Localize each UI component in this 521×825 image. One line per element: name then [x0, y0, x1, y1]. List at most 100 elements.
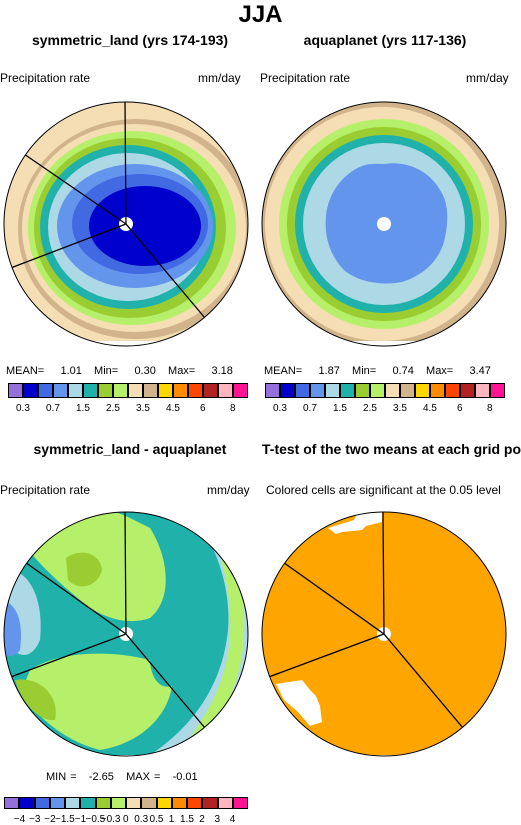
panel-2-colorbar-swatch	[265, 383, 280, 398]
panel-2-colorbar-swatch	[400, 383, 415, 398]
panel-2-colorbar-swatch	[295, 383, 310, 398]
panel-1-colorbar-label: 4.5	[166, 403, 180, 414]
panel-1-colorbar-label: 1.5	[76, 403, 90, 414]
panel-3-colorbar-swatch	[187, 797, 203, 809]
panel-2-colorbar-label: 3.5	[393, 403, 407, 414]
panel-2-colorbar-swatch	[415, 383, 430, 398]
panel-2-colorbar-label: 2.5	[363, 403, 377, 414]
panel-3-colorbar-swatch	[19, 797, 35, 809]
panel-1-colorbar-swatch	[83, 383, 98, 398]
panel-2-colorbar-swatch	[310, 383, 325, 398]
panel-2-colorbar-swatch	[475, 383, 490, 398]
panel-1-colorbar-label: 8	[230, 403, 236, 414]
panel-2-colorbar-label: 8	[487, 403, 493, 414]
panel-3-colorbar-swatch	[110, 797, 126, 809]
panel-4-land-boundary-3	[265, 633, 385, 679]
panel-3-colorbar-swatch	[95, 797, 111, 809]
panel-1-colorbar-swatch	[113, 383, 128, 398]
panel-3-colorbar-label: 1	[168, 814, 175, 825]
panel-1-colorbar-label: 0.7	[46, 403, 60, 414]
panel-3-colorbar-swatch	[4, 797, 20, 809]
panel-3-colorbar-label: −2	[44, 814, 56, 825]
panel-1-colorbar-swatch	[158, 383, 173, 398]
panel-1-colorbar-swatch	[233, 383, 248, 398]
panel-2-colorbar-label: 0.7	[303, 403, 317, 414]
panel-3-colorbar-swatch	[202, 797, 218, 809]
panel-1-colorbar-swatch	[128, 383, 143, 398]
panel-2-colorbar-label: 1.5	[333, 403, 347, 414]
panel-3-colorbar-label: 1.5	[180, 814, 194, 825]
panel-3-colorbar-label: −4	[13, 814, 26, 825]
panel-1-polar-map	[3, 101, 249, 347]
panel-1-land-boundary-1	[124, 102, 127, 225]
panel-3-colorbar-label: 3	[214, 814, 221, 825]
panel-2-colorbar-label: 4.5	[423, 403, 437, 414]
panel-3-patch-southwest	[15, 679, 56, 721]
panel-1-colorbar-swatch	[203, 383, 218, 398]
panel-2-stats: MEAN= 1.87 Min= 0.74 Max= 3.47	[264, 365, 491, 377]
panel-1-title: symmetric_land (yrs 174-193)	[31, 32, 229, 48]
panel-3-land-boundary-3	[7, 633, 127, 679]
panel-3-max-value: -0.01	[172, 771, 198, 783]
panel-1-mean-value: 1.01	[60, 365, 82, 377]
panel-2-polar-map	[261, 101, 507, 347]
panel-3-colorbar-label: −0.5	[85, 814, 106, 825]
panel-1-colorbar-swatch	[53, 383, 68, 398]
panel-1-band-darkblue	[89, 186, 201, 266]
panel-2-colorbar-label: 6	[457, 403, 463, 414]
panel-1-min-label: Min=	[94, 365, 119, 377]
panel-3-colorbar-label: 0	[123, 814, 129, 825]
panel-3-colorbar-swatch	[141, 797, 157, 809]
panel-4-caption: Colored cells are significant at the 0.0…	[266, 483, 501, 497]
panel-1-colorbar-swatch	[38, 383, 53, 398]
panel-4-land-boundary-4	[383, 633, 464, 729]
panel-3-min-label: MIN =	[46, 771, 77, 783]
panel-3-colorbar-swatch	[217, 797, 233, 809]
panel-2-colorbar-swatch	[325, 383, 340, 398]
panel-1-colorbar-label: 3.5	[136, 403, 150, 414]
panel-2-variable-label: Precipitation rate	[260, 71, 351, 85]
panel-1-map-border	[3, 101, 249, 347]
panel-3-colorbar-label: −0.3	[100, 814, 121, 825]
panel-2-min-value: 0.74	[392, 365, 414, 377]
panel-4-insignificant-southwest	[276, 680, 322, 726]
panel-1-colorbar-swatch	[143, 383, 158, 398]
panel-2-colorbar: 0.3 0.7 1.5 2.5 3.5 4.5 6 8	[265, 383, 505, 418]
panel-2-mean-value: 1.87	[318, 365, 340, 377]
panel-1-max-label: Max=	[168, 365, 196, 377]
panel-2-units-label: mm/day	[466, 71, 509, 85]
panel-4-insignificant-north	[328, 512, 382, 534]
panel-3-colorbar-swatch	[156, 797, 172, 809]
panel-3-colorbar-label: −3	[29, 814, 41, 825]
panel-1-stats: MEAN= 1.01 Min= 0.30 Max= 3.18	[6, 365, 233, 377]
panel-1-colorbar-label: 6	[200, 403, 206, 414]
panel-3-colorbar-label: 0.3	[134, 814, 149, 825]
panel-3-stats: MIN = -2.65 MAX = -0.01	[46, 771, 198, 783]
panel-2-colorbar-swatch	[340, 383, 355, 398]
panel-3-land-boundary-1	[124, 512, 127, 635]
panel-1-colorbar-label: 2.5	[106, 403, 120, 414]
panel-3-colorbar-swatch	[65, 797, 81, 809]
panel-3-max-label: MAX =	[126, 771, 161, 783]
panel-2-colorbar-swatch	[460, 383, 475, 398]
panel-3-colorbar-label: 0.5	[149, 814, 164, 825]
panel-2-colorbar-swatch	[355, 383, 370, 398]
panel-3-colorbar-swatch	[80, 797, 96, 809]
panel-2-min-label: Min=	[352, 365, 377, 377]
panel-2-colorbar-swatch	[385, 383, 400, 398]
panel-4-title: T-test of the two means at each grid poi…	[262, 441, 521, 457]
panel-2-map-border	[261, 101, 507, 347]
panel-3-colorbar-label: 4	[229, 814, 236, 825]
panel-2-colorbar-label: 0.3	[273, 403, 287, 414]
panel-2-colorbar-swatch	[490, 383, 505, 398]
panel-1-colorbar-swatch	[23, 383, 38, 398]
panel-3-land-boundary-2	[21, 559, 127, 635]
panel-3-map-border	[3, 511, 249, 757]
panel-2-colorbar-swatch	[445, 383, 460, 398]
panel-1-colorbar-swatch	[173, 383, 188, 398]
panel-1-colorbar-swatch	[68, 383, 83, 398]
panel-3-colorbar-swatch	[34, 797, 50, 809]
panel-3-colorbar: −4 −3 −2 −1.5 −1 −0.5 −0.3 0 0.3 0.5 1 1.5 2 3 4	[4, 797, 248, 825]
panel-3-colorbar-swatch	[171, 797, 187, 809]
panel-3-colorbar-swatch	[126, 797, 142, 809]
